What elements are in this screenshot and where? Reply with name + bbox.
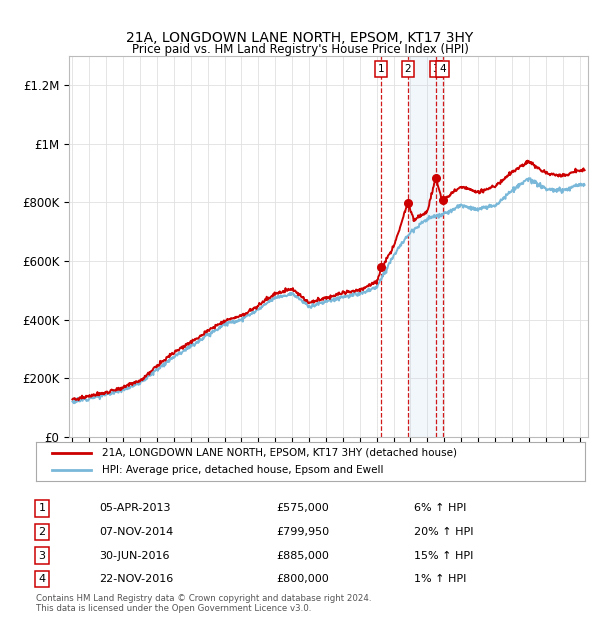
Text: 1: 1 (38, 503, 46, 513)
Text: 30-JUN-2016: 30-JUN-2016 (99, 551, 170, 560)
Text: 2: 2 (404, 64, 411, 74)
Text: 4: 4 (38, 574, 46, 584)
Text: 1% ↑ HPI: 1% ↑ HPI (414, 574, 466, 584)
Text: 15% ↑ HPI: 15% ↑ HPI (414, 551, 473, 560)
Text: 3: 3 (38, 551, 46, 560)
Text: 22-NOV-2016: 22-NOV-2016 (99, 574, 173, 584)
Bar (408, 56, 443, 437)
Text: 21A, LONGDOWN LANE NORTH, EPSOM, KT17 3HY (detached house): 21A, LONGDOWN LANE NORTH, EPSOM, KT17 3H… (102, 448, 457, 458)
Text: 1: 1 (378, 64, 385, 74)
Text: Price paid vs. HM Land Registry's House Price Index (HPI): Price paid vs. HM Land Registry's House … (131, 43, 469, 56)
Text: 20% ↑ HPI: 20% ↑ HPI (414, 527, 473, 537)
Text: 05-APR-2013: 05-APR-2013 (99, 503, 170, 513)
Text: £575,000: £575,000 (276, 503, 329, 513)
Text: £799,950: £799,950 (276, 527, 329, 537)
Text: 2: 2 (38, 527, 46, 537)
Text: 07-NOV-2014: 07-NOV-2014 (99, 527, 173, 537)
Text: HPI: Average price, detached house, Epsom and Ewell: HPI: Average price, detached house, Epso… (102, 465, 383, 475)
Text: This data is licensed under the Open Government Licence v3.0.: This data is licensed under the Open Gov… (36, 604, 311, 613)
Text: £885,000: £885,000 (276, 551, 329, 560)
Text: 6% ↑ HPI: 6% ↑ HPI (414, 503, 466, 513)
Text: 3: 3 (433, 64, 439, 74)
Text: Contains HM Land Registry data © Crown copyright and database right 2024.: Contains HM Land Registry data © Crown c… (36, 595, 371, 603)
Text: 21A, LONGDOWN LANE NORTH, EPSOM, KT17 3HY: 21A, LONGDOWN LANE NORTH, EPSOM, KT17 3H… (127, 32, 473, 45)
Text: 4: 4 (439, 64, 446, 74)
Text: £800,000: £800,000 (276, 574, 329, 584)
